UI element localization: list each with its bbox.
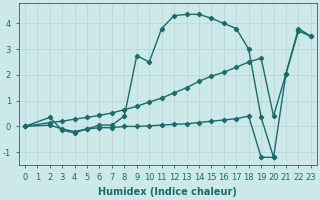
X-axis label: Humidex (Indice chaleur): Humidex (Indice chaleur)	[99, 187, 237, 197]
